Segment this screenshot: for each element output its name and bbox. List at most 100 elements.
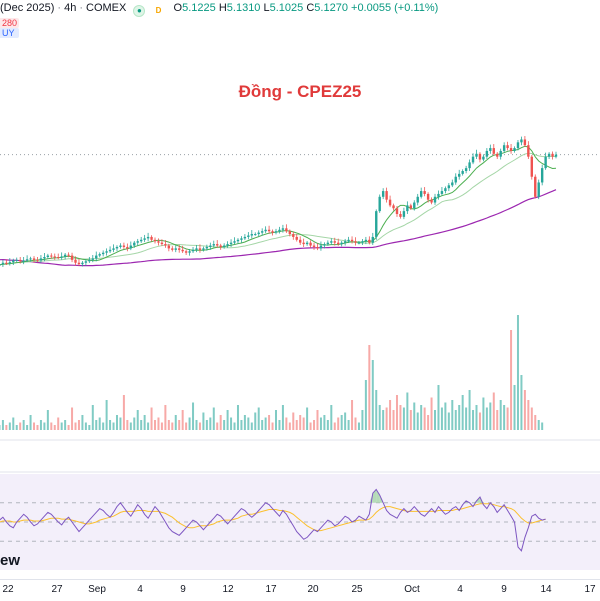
candle-body xyxy=(5,263,7,264)
candle-body xyxy=(299,240,301,243)
ma-mid-line xyxy=(0,153,556,265)
candle-body xyxy=(330,241,332,242)
symbol-info: (Dec 2025)·4h·COMEX ● D O5.1225 H5.1310 … xyxy=(0,2,438,17)
volume-bar xyxy=(272,423,274,431)
candle-body xyxy=(296,237,298,240)
candle-body xyxy=(54,256,56,257)
x-tick-label: 22 xyxy=(2,584,13,595)
volume-bar xyxy=(379,405,381,430)
volume-bar xyxy=(164,405,166,430)
x-tick-label: 17 xyxy=(584,584,595,595)
volume-bar xyxy=(54,425,56,430)
volume-bar xyxy=(102,423,104,431)
candle-body xyxy=(531,157,533,177)
candle-body xyxy=(195,248,197,249)
bid-badge[interactable]: 280 xyxy=(0,18,19,28)
candle-body xyxy=(365,240,367,241)
volume-bar xyxy=(88,425,90,430)
candle-body xyxy=(143,238,145,239)
volume-bar xyxy=(538,420,540,430)
candle-body xyxy=(548,154,550,157)
volume-bar xyxy=(119,418,121,431)
volume-bar xyxy=(202,413,204,431)
candle-body xyxy=(12,260,14,262)
volume-bar xyxy=(36,425,38,430)
candle-body xyxy=(396,208,398,214)
volume-bar xyxy=(316,410,318,430)
candle-body xyxy=(368,240,370,243)
volume-bar xyxy=(337,418,339,431)
volume-bar xyxy=(420,405,422,430)
x-tick-label: 12 xyxy=(222,584,233,595)
volume-bar xyxy=(247,418,249,431)
candle-body xyxy=(19,260,21,261)
candle-body xyxy=(81,263,83,264)
candle-body xyxy=(50,256,52,257)
volume-bar xyxy=(320,418,322,431)
candle-body xyxy=(226,244,228,245)
candle-body xyxy=(275,231,277,232)
volume-bar xyxy=(192,403,194,431)
close-value: 5.1270 xyxy=(314,2,348,14)
volume-bar xyxy=(482,398,484,431)
volume-bar xyxy=(206,420,208,430)
interval-label[interactable]: 4h xyxy=(64,2,76,14)
candle-body xyxy=(375,211,377,237)
candle-body xyxy=(309,243,311,246)
volume-bar xyxy=(451,400,453,430)
x-tick-label: Sep xyxy=(88,584,106,595)
volume-bar xyxy=(78,420,80,430)
volume-bar xyxy=(161,423,163,431)
volume-bar xyxy=(365,380,367,430)
candle-body xyxy=(517,142,519,148)
candle-body xyxy=(323,244,325,245)
volume-bar xyxy=(227,410,229,430)
volume-bar xyxy=(448,413,450,431)
candle-body xyxy=(382,191,384,197)
candle-body xyxy=(527,145,529,156)
instrument-name[interactable]: (Dec 2025) xyxy=(0,2,54,14)
candle-body xyxy=(268,230,270,231)
volume-bar xyxy=(95,420,97,430)
volume-bar xyxy=(489,403,491,431)
volume-bar xyxy=(251,423,253,431)
candle-body xyxy=(544,157,546,168)
high-value: 5.1310 xyxy=(227,2,261,14)
candle-body xyxy=(258,233,260,234)
volume-bar xyxy=(43,423,45,431)
price-badges: 280 UY xyxy=(0,18,19,38)
volume-bar xyxy=(16,425,18,430)
delayed-data-icon[interactable]: D xyxy=(152,5,164,17)
candle-body xyxy=(133,243,135,246)
candle-body xyxy=(36,260,38,261)
candle-body xyxy=(130,246,132,249)
candle-body xyxy=(161,243,163,244)
volume-bar xyxy=(61,423,63,431)
candle-body xyxy=(489,148,491,151)
volume-bar xyxy=(500,400,502,430)
x-tick-label: 9 xyxy=(501,584,507,595)
x-tick-label: 20 xyxy=(307,584,318,595)
candle-body xyxy=(16,260,18,261)
volume-bar xyxy=(334,423,336,431)
volume-bar xyxy=(330,405,332,430)
candle-body xyxy=(202,248,204,249)
chart-title: Đồng - CPEZ25 xyxy=(0,82,600,102)
x-tick-label: 4 xyxy=(457,584,463,595)
buy-badge[interactable]: UY xyxy=(0,28,19,38)
candle-body xyxy=(64,255,66,257)
x-tick-label: 27 xyxy=(51,584,62,595)
candle-body xyxy=(337,243,339,244)
candle-body xyxy=(486,151,488,157)
candle-body xyxy=(164,244,166,245)
volume-bar xyxy=(2,420,4,430)
volume-bar xyxy=(9,423,11,431)
candle-body xyxy=(140,240,142,241)
volume-bar xyxy=(368,345,370,430)
volume-bar xyxy=(493,393,495,431)
volume-bar xyxy=(50,423,52,431)
volume-bar xyxy=(527,400,529,430)
candle-body xyxy=(441,191,443,194)
candle-body xyxy=(47,256,49,257)
candle-body xyxy=(102,253,104,254)
